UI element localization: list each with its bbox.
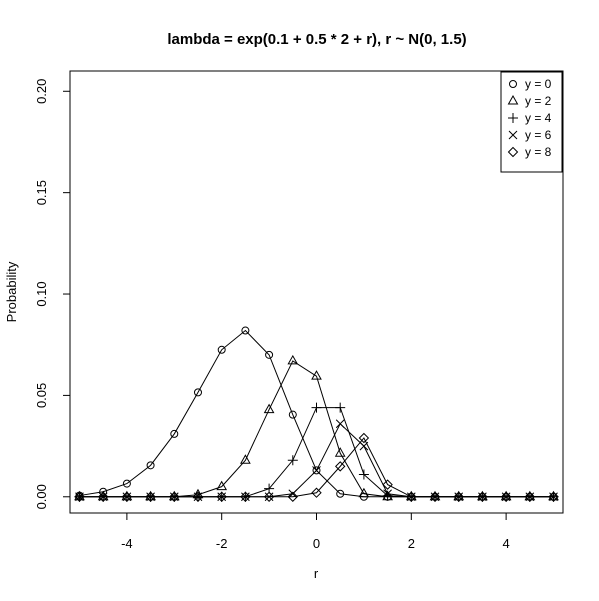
- data-point: [358, 432, 370, 444]
- y-tick-label: 0.05: [34, 383, 49, 408]
- data-point: [97, 491, 109, 502]
- data-point: [263, 491, 275, 502]
- data-point: [312, 466, 321, 475]
- data-point: [524, 491, 536, 502]
- data-point: [311, 370, 322, 380]
- data-point: [265, 350, 274, 359]
- data-point: [548, 491, 559, 502]
- series-4: [74, 432, 559, 502]
- series-line: [79, 422, 554, 498]
- data-point: [263, 403, 275, 414]
- legend-label: y = 8: [525, 145, 552, 159]
- series-line: [79, 437, 554, 498]
- y-tick-label: 0.00: [34, 484, 49, 509]
- data-point: [382, 490, 393, 501]
- data-point: [288, 410, 297, 419]
- data-point: [146, 461, 155, 470]
- data-point: [312, 466, 321, 475]
- series-layer: [74, 326, 559, 502]
- x-axis: -4 -2 0 2 4: [121, 513, 510, 551]
- data-point: [335, 419, 345, 429]
- data-point: [429, 491, 441, 502]
- data-point: [121, 491, 133, 502]
- data-point: [383, 489, 392, 499]
- data-point: [358, 469, 369, 480]
- y-tick-label: 0.20: [34, 79, 49, 104]
- legend-label: y = 4: [525, 111, 552, 125]
- data-point: [335, 402, 346, 413]
- plot-frame: [69, 70, 564, 514]
- x-axis-label: r: [314, 566, 319, 581]
- y-axis: 0.00 0.05 0.10 0.15 0.20: [34, 79, 70, 509]
- data-point: [145, 491, 156, 502]
- legend-label: y = 2: [525, 94, 552, 108]
- x-tick-label: 0: [313, 536, 320, 551]
- data-point: [500, 491, 512, 502]
- data-point: [216, 480, 228, 491]
- data-point: [241, 326, 250, 335]
- legend-marker: [508, 130, 518, 140]
- series-line: [79, 360, 554, 498]
- legend-marker: [507, 146, 519, 158]
- data-point: [453, 491, 464, 502]
- series-line: [79, 407, 554, 498]
- legend-label: y = 0: [525, 77, 552, 91]
- data-point: [406, 491, 417, 502]
- series-line: [79, 329, 554, 498]
- data-point: [336, 489, 345, 498]
- legend-marker: [507, 94, 519, 105]
- y-tick-label: 0.15: [34, 180, 49, 205]
- data-point: [170, 429, 179, 438]
- y-axis-label: Probability: [4, 261, 19, 322]
- x-tick-label: -4: [121, 536, 133, 551]
- data-point: [74, 491, 85, 502]
- data-point: [240, 454, 251, 464]
- x-tick-label: -2: [216, 536, 228, 551]
- legend-marker: [508, 113, 518, 123]
- data-point: [240, 491, 251, 502]
- data-point: [287, 354, 299, 365]
- data-point: [193, 388, 202, 397]
- x-tick-label: 4: [502, 536, 509, 551]
- data-point: [334, 461, 346, 472]
- series-0: [75, 326, 558, 501]
- data-point: [477, 491, 488, 502]
- series-1: [74, 354, 559, 501]
- data-point: [216, 491, 227, 502]
- data-point: [287, 491, 299, 502]
- data-point: [358, 487, 370, 498]
- data-point: [311, 487, 322, 498]
- legend-label: y = 6: [525, 128, 552, 142]
- series-2: [74, 402, 559, 502]
- data-point: [169, 491, 180, 502]
- data-point: [217, 345, 226, 354]
- y-tick-label: 0.10: [34, 281, 49, 306]
- chart-title: lambda = exp(0.1 + 0.5 * 2 + r), r ~ N(0…: [167, 31, 466, 48]
- data-point: [334, 447, 346, 457]
- x-tick-label: 2: [408, 536, 415, 551]
- legend-marker: [509, 80, 517, 88]
- data-point: [192, 491, 204, 502]
- data-point: [122, 479, 131, 488]
- data-point: [287, 455, 298, 466]
- legend: y = 0 y = 2 y = 4 y = 6 y = 8: [500, 71, 563, 173]
- data-point: [382, 479, 393, 490]
- data-point: [311, 402, 322, 413]
